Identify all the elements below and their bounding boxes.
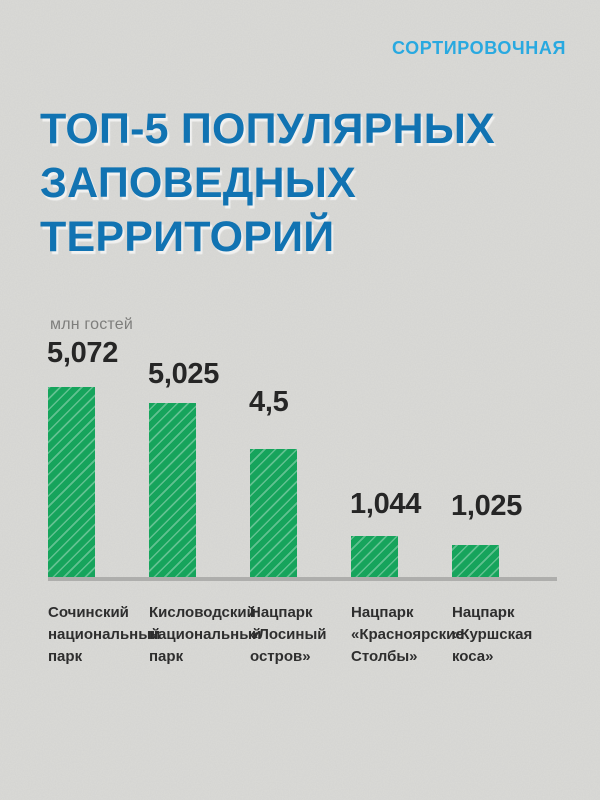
bar — [351, 536, 398, 577]
bar-value-label: 1,044 — [350, 488, 422, 520]
category-label: Нацпарк «Лосиный остров» — [250, 604, 327, 665]
category-label: Сочинский национальный парк — [48, 604, 161, 665]
brand-label: СОРТИРОВОЧНАЯ — [392, 38, 566, 58]
bar-value-label: 4,5 — [249, 386, 289, 418]
bar — [250, 449, 297, 577]
bar-value-label: 1,025 — [451, 490, 523, 522]
page-title: ТОП-5 ПОПУЛЯРНЫХ ЗАПОВЕДНЫХ ТЕРРИТОРИЙ — [40, 102, 495, 264]
bar-value-label: 5,072 — [47, 337, 119, 369]
bar — [149, 403, 196, 577]
category-label: Нацпарк «Красноярские Столбы» — [351, 604, 464, 665]
bar — [452, 545, 499, 577]
page-title-line-2: ЗАПОВЕДНЫХ — [40, 159, 356, 207]
chart-column: 4,5 — [249, 0, 351, 577]
chart-column: 1,025 — [451, 0, 553, 577]
page-title-line-1: ТОП-5 ПОПУЛЯРНЫХ — [40, 105, 495, 153]
chart-column: 1,044 — [350, 0, 452, 577]
chart-baseline — [48, 577, 557, 581]
chart-column: 5,025 — [148, 0, 250, 577]
y-axis-unit-label: млн гостей — [50, 316, 133, 333]
bar-value-label: 5,025 — [148, 358, 220, 390]
bar-chart-plot: 5,072 5,025 4,5 1,044 1,025 — [47, 0, 553, 577]
bar — [48, 387, 95, 577]
page-title-line-3: ТЕРРИТОРИЙ — [40, 213, 335, 261]
category-label: Нацпарк «Куршская коса» — [452, 604, 533, 665]
chart-column: 5,072 — [47, 0, 149, 577]
category-label: Кисловодский национальный парк — [149, 604, 262, 665]
